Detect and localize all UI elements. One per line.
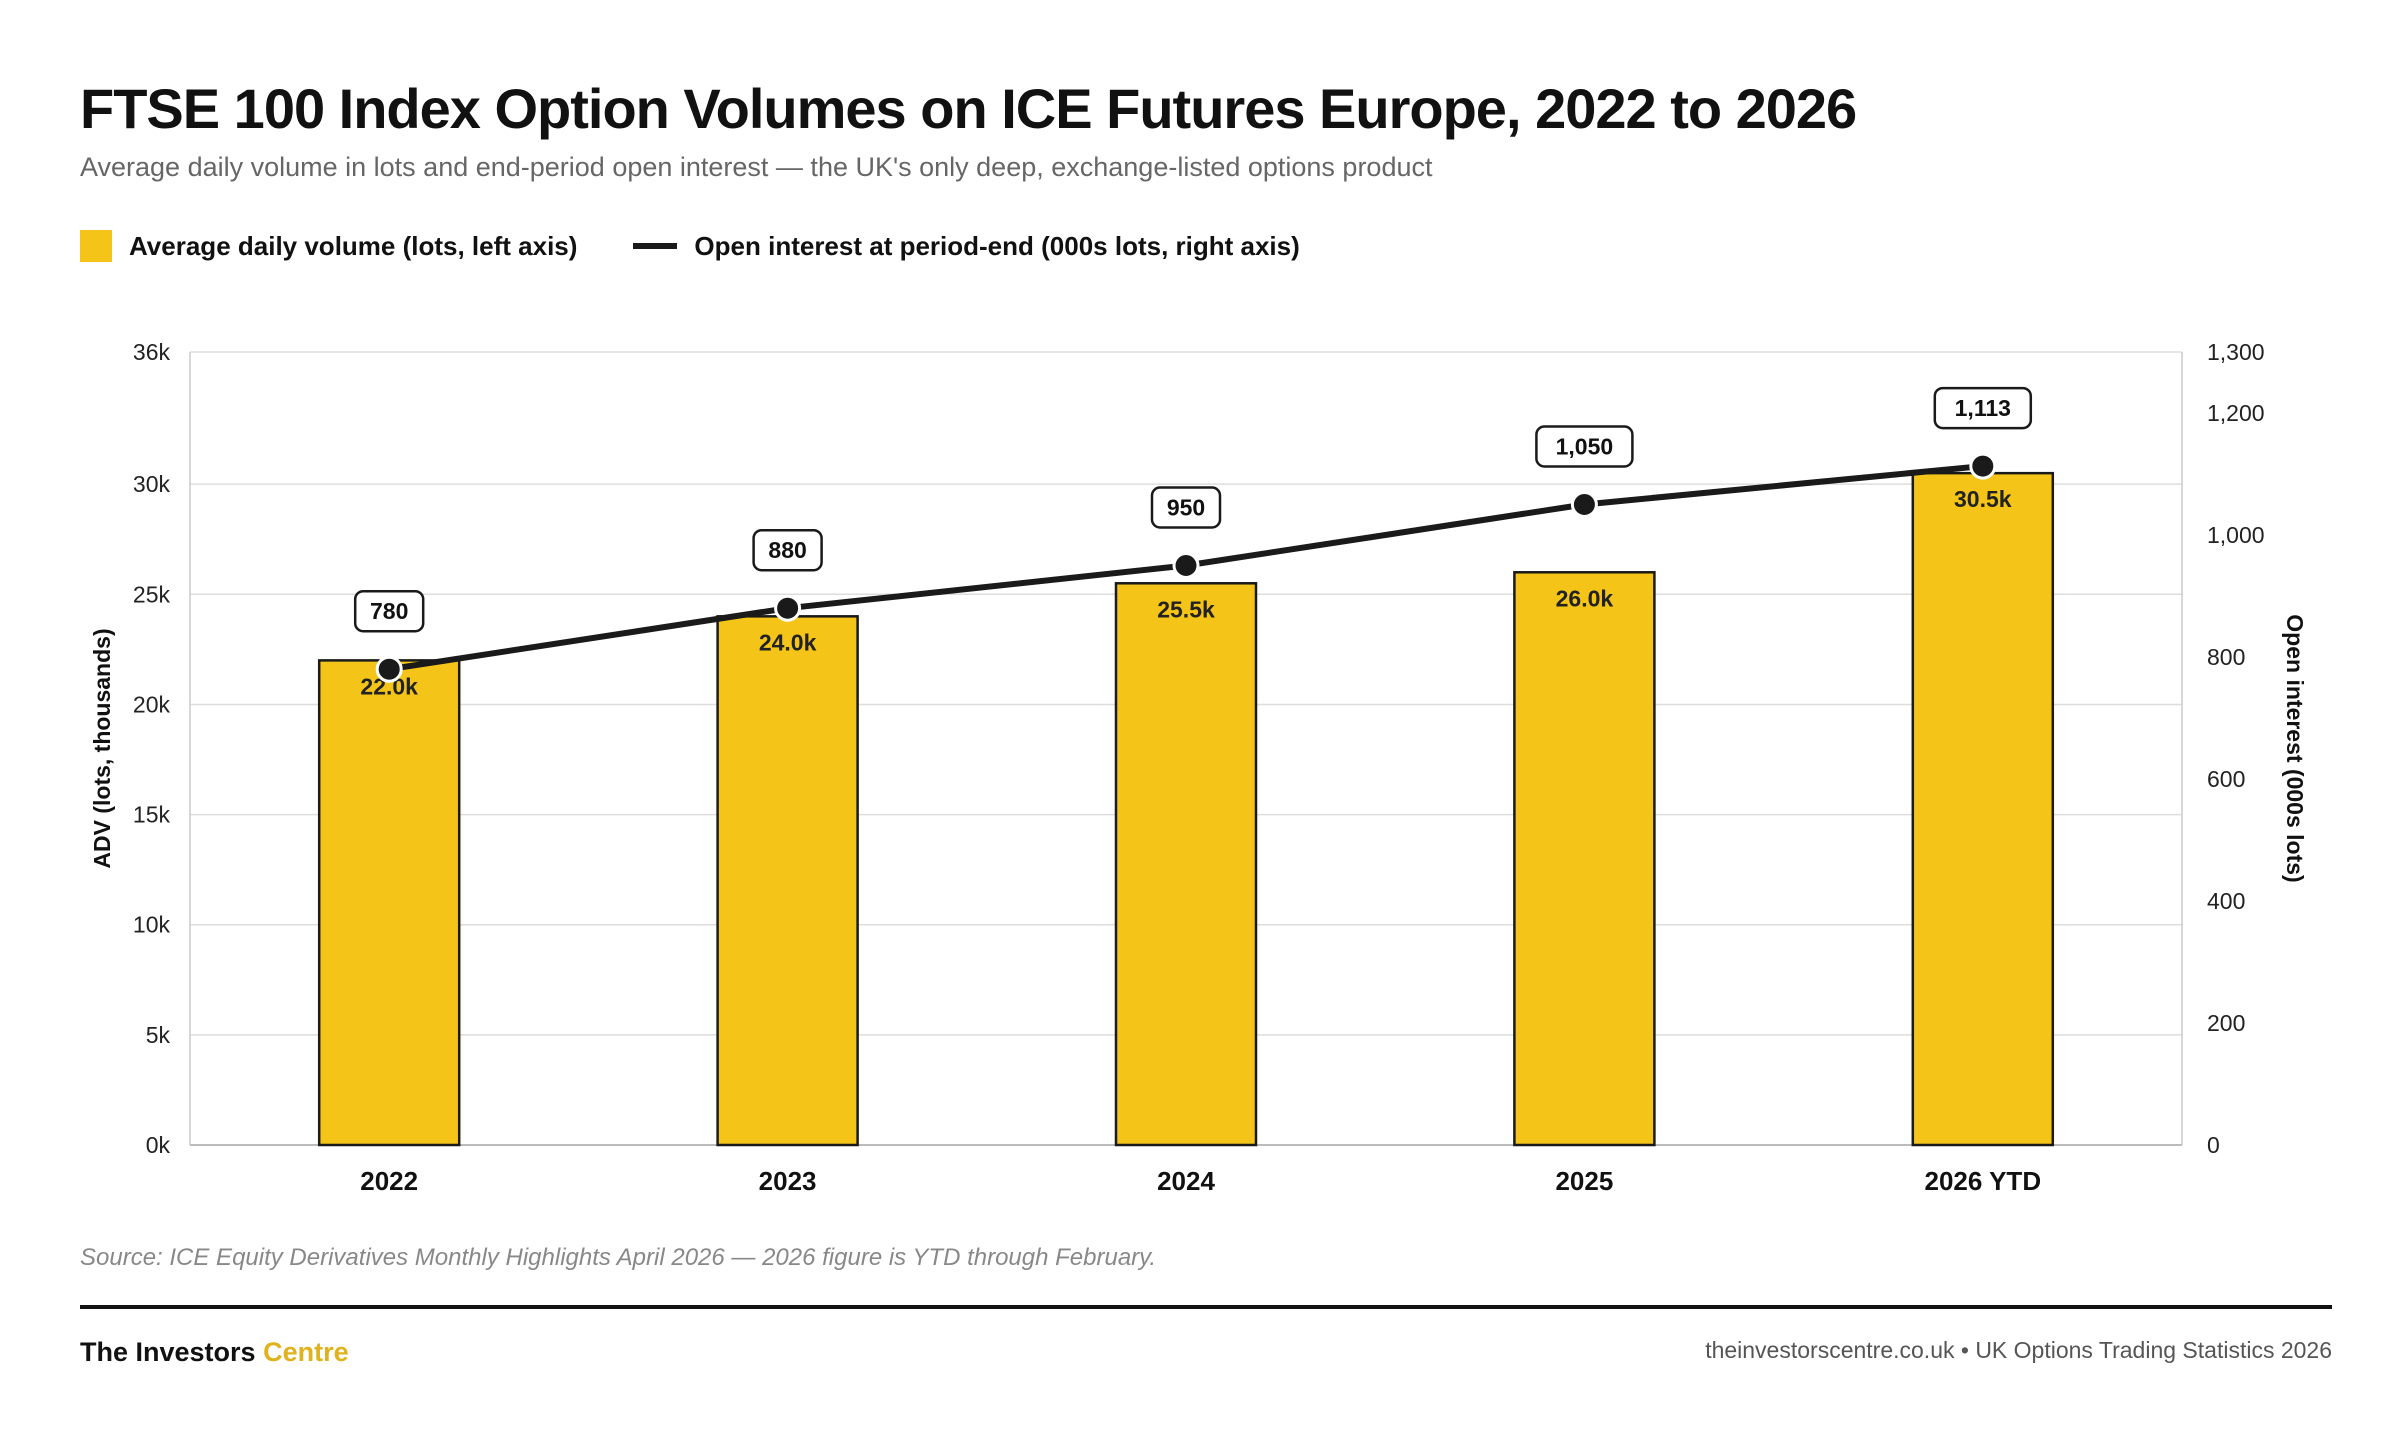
footer-divider [80, 1305, 2332, 1309]
bar [317, 659, 461, 1147]
line-value-label: 1,113 [1955, 395, 2011, 421]
legend-label-volume: Average daily volume (lots, left axis) [129, 230, 578, 261]
line-value-label: 1,050 [1556, 434, 1614, 460]
y-tick-label: 10k [133, 912, 171, 938]
bar-value-label: 24.0k [759, 629, 817, 655]
x-tick-label: 2025 [1555, 1166, 1613, 1196]
source-note: Source: ICE Equity Derivatives Monthly H… [80, 1244, 1157, 1271]
line-value-box [1150, 486, 1222, 529]
y-tick-label: 0k [146, 1132, 171, 1158]
brand-accent: Centre [263, 1337, 349, 1367]
y2-tick-label: 1,300 [2207, 339, 2265, 365]
legend-item-volume: Average daily volume (lots, left axis) [80, 230, 577, 262]
line-point [774, 594, 802, 622]
chart-subtitle: Average daily volume in lots and end-per… [80, 152, 1433, 182]
footer-site: theinvestorscentre.co.uk • UK Options Tr… [1705, 1337, 2332, 1363]
bar [1911, 471, 2055, 1147]
line-point [375, 655, 403, 683]
bar-value-label: 26.0k [1556, 585, 1614, 611]
bar-value-label: 30.5k [1954, 486, 2012, 512]
legend-label-open-interest: Open interest at period-end (000s lots, … [694, 230, 1300, 261]
y-tick-label: 15k [133, 802, 171, 828]
y2-tick-label: 800 [2207, 644, 2245, 670]
x-tick-label: 2024 [1157, 1166, 1215, 1196]
bar [1513, 571, 1656, 1147]
combo-chart: 0k 5k 10k 15k 20k 25k 30k 36k 0 200 400 600 800 1,000… [89, 339, 2308, 1196]
bar [1114, 582, 1258, 1147]
line-value-box [353, 589, 425, 633]
chart-title: FTSE 100 Index Option Volumes on ICE Fut… [80, 77, 1857, 140]
y-tick-label: 30k [133, 471, 171, 497]
line-value-box [1933, 386, 2033, 430]
x-tick-label: 2023 [759, 1166, 817, 1196]
y-tick-label: 36k [133, 339, 171, 365]
line-value-box [752, 528, 823, 572]
y-axis-title: ADV (lots, thousands) [89, 628, 115, 868]
y-tick-label: 25k [133, 581, 171, 607]
line-value-label: 780 [370, 598, 408, 624]
bar [716, 615, 859, 1147]
line-value-label: 950 [1167, 495, 1205, 521]
y2-tick-label: 0 [2207, 1132, 2220, 1158]
legend-swatch-bar [80, 230, 112, 262]
y-tick-label: 20k [133, 691, 171, 717]
y2-tick-label: 1,000 [2207, 522, 2265, 548]
line-point [1969, 452, 1997, 480]
bar-value-label: 25.5k [1157, 596, 1215, 622]
y2-tick-label: 400 [2207, 888, 2245, 914]
y-tick-label: 5k [146, 1022, 171, 1048]
y2-tick-label: 600 [2207, 766, 2245, 792]
line-point [1172, 552, 1200, 579]
x-tick-label: 2022 [360, 1166, 418, 1196]
line-point [1570, 491, 1598, 518]
y2-axis-title: Open interest (000s lots) [2282, 614, 2308, 882]
legend-swatch-line [633, 243, 678, 249]
x-tick-label: 2026 YTD [1925, 1166, 2042, 1196]
y2-tick-label: 200 [2207, 1010, 2245, 1036]
line-value-box [1535, 425, 1634, 468]
legend-item-open-interest: Open interest at period-end (000s lots, … [633, 230, 1300, 262]
brand-logo: The Investors Centre [80, 1337, 349, 1368]
chart-legend: Average daily volume (lots, left axis) O… [80, 228, 1356, 264]
line-value-label: 880 [768, 537, 806, 563]
brand-name: The Investors [80, 1337, 256, 1367]
y2-tick-label: 1,200 [2207, 400, 2265, 426]
